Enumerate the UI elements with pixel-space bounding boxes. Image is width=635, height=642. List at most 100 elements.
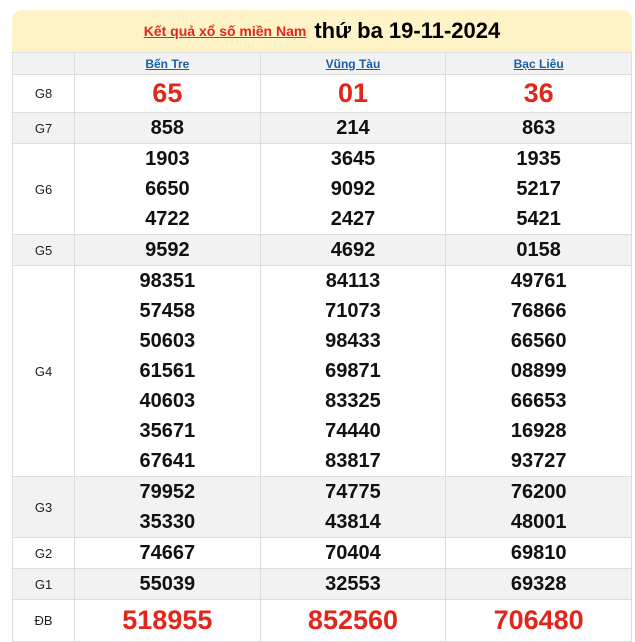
prize-number: 40603 — [139, 390, 196, 412]
prize-number: 3645 — [330, 148, 376, 170]
prize-number: 32553 — [325, 573, 381, 595]
prize-cell: 70404 — [259, 537, 447, 569]
prize-cell: 49761 76866 66560 08899 66653 16928 93727 — [445, 265, 632, 477]
prize-cell: 3645 9092 2427 — [259, 143, 447, 235]
prize-row-g7: G7 858 214 863 — [12, 112, 632, 144]
prize-number: 0158 — [516, 239, 561, 261]
prize-number: 35671 — [139, 420, 196, 442]
prize-number: 57458 — [139, 300, 196, 322]
prize-number: 65 — [152, 78, 183, 108]
prize-number: 858 — [150, 117, 185, 139]
prize-number: 863 — [521, 117, 556, 139]
prize-number: 1903 — [145, 148, 190, 170]
prize-number: 4722 — [145, 208, 190, 230]
prize-cell: 9592 — [74, 234, 261, 266]
prize-number: 5217 — [516, 178, 561, 200]
prize-number: 74667 — [139, 542, 196, 564]
prize-number: 9092 — [330, 178, 376, 200]
prize-cell: 706480 — [445, 599, 632, 642]
prize-cell: 518955 — [74, 599, 261, 642]
region-results-link[interactable]: Kết quả xổ số miền Nam — [143, 23, 307, 39]
results-table: Bến Tre Vũng Tàu Bạc Liêu G8 65 01 36 G7 858 2… — [12, 52, 632, 642]
results-header: Kết quả xổ số miền Nam thứ ba 19-11-2024 — [12, 10, 632, 52]
prize-number: 79952 — [139, 481, 196, 503]
prize-cell: 01 — [259, 74, 447, 113]
prize-row-g6: G6 1903 6650 4722 3645 9092 2427 1935 5217 5421 — [12, 143, 632, 235]
prize-cell: 69328 — [445, 568, 632, 600]
province-link-bac-lieu[interactable]: Bạc Liêu — [513, 56, 564, 71]
prize-number: 55039 — [139, 573, 196, 595]
prize-cell: 1935 5217 5421 — [445, 143, 632, 235]
prize-number: 50603 — [139, 330, 196, 352]
prize-number: 706480 — [493, 605, 584, 635]
province-link-ben-tre[interactable]: Bến Tre — [145, 56, 190, 71]
prize-cell: 79952 35330 — [74, 476, 261, 538]
prize-label: G7 — [12, 112, 75, 144]
prize-number: 69871 — [325, 360, 381, 382]
prize-number: 1935 — [516, 148, 561, 170]
prize-label: ĐB — [12, 599, 75, 642]
prize-number: 98351 — [139, 270, 196, 292]
prize-cell: 863 — [445, 112, 632, 144]
prize-number: 84113 — [325, 270, 381, 292]
prize-cell: 214 — [259, 112, 447, 144]
prize-cell: 55039 — [74, 568, 261, 600]
prize-number: 76200 — [510, 481, 567, 503]
prize-number: 01 — [337, 78, 368, 108]
prize-number: 48001 — [510, 511, 567, 533]
prize-number: 2427 — [330, 208, 376, 230]
province-link-vung-tau[interactable]: Vũng Tàu — [325, 56, 381, 71]
prize-cell: 98351 57458 50603 61561 40603 35671 67641 — [74, 265, 261, 477]
prize-label: G4 — [12, 265, 75, 477]
province-header: Bến Tre — [74, 52, 261, 75]
prize-number: 98433 — [325, 330, 381, 352]
prize-row-g5: G5 9592 4692 0158 — [12, 234, 632, 266]
prize-label: G8 — [12, 74, 75, 113]
results-panel: Kết quả xổ số miền Nam thứ ba 19-11-2024… — [12, 10, 632, 642]
prize-number: 49761 — [510, 270, 567, 292]
prize-number: 61561 — [139, 360, 196, 382]
prize-number: 83325 — [325, 390, 381, 412]
prize-row-đb: ĐB 518955 852560 706480 — [12, 599, 632, 642]
prize-number: 67641 — [139, 450, 196, 472]
prize-cell: 74667 — [74, 537, 261, 569]
draw-date: thứ ba 19-11-2024 — [314, 18, 501, 43]
prize-number: 5421 — [516, 208, 561, 230]
prize-number: 518955 — [122, 605, 213, 635]
prize-cell: 84113 71073 98433 69871 83325 74440 83817 — [259, 265, 447, 477]
prize-row-g4: G4 98351 57458 50603 61561 40603 35671 67641 841… — [12, 265, 632, 477]
prize-cell: 1903 6650 4722 — [74, 143, 261, 235]
prize-number: 36 — [523, 78, 554, 108]
province-header-row: Bến Tre Vũng Tàu Bạc Liêu — [12, 52, 632, 75]
prize-number: 16928 — [510, 420, 567, 442]
prize-cell: 858 — [74, 112, 261, 144]
empty-header — [12, 52, 75, 75]
prize-number: 69810 — [510, 542, 567, 564]
prize-number: 08899 — [510, 360, 567, 382]
prize-cell: 69810 — [445, 537, 632, 569]
province-header: Vũng Tàu — [259, 52, 447, 75]
prize-cell: 74775 43814 — [259, 476, 447, 538]
prize-cell: 76200 48001 — [445, 476, 632, 538]
prize-number: 70404 — [325, 542, 381, 564]
prize-row-g8: G8 65 01 36 — [12, 74, 632, 113]
prize-label: G1 — [12, 568, 75, 600]
prize-number: 6650 — [145, 178, 190, 200]
prize-cell: 0158 — [445, 234, 632, 266]
prize-number: 74775 — [325, 481, 381, 503]
prize-number: 9592 — [145, 239, 190, 261]
prize-label: G3 — [12, 476, 75, 538]
prize-number: 83817 — [325, 450, 381, 472]
prize-number: 74440 — [325, 420, 381, 442]
prize-cell: 852560 — [259, 599, 447, 642]
prize-cell: 36 — [445, 74, 632, 113]
prize-label: G6 — [12, 143, 75, 235]
prize-number: 71073 — [325, 300, 381, 322]
prize-number: 214 — [336, 117, 370, 139]
prize-row-g3: G3 79952 35330 74775 43814 76200 48001 — [12, 476, 632, 538]
prize-cell: 65 — [74, 74, 261, 113]
prize-number: 4692 — [330, 239, 376, 261]
prize-number: 43814 — [325, 511, 381, 533]
prize-cell: 4692 — [259, 234, 447, 266]
prize-number: 852560 — [307, 605, 399, 635]
